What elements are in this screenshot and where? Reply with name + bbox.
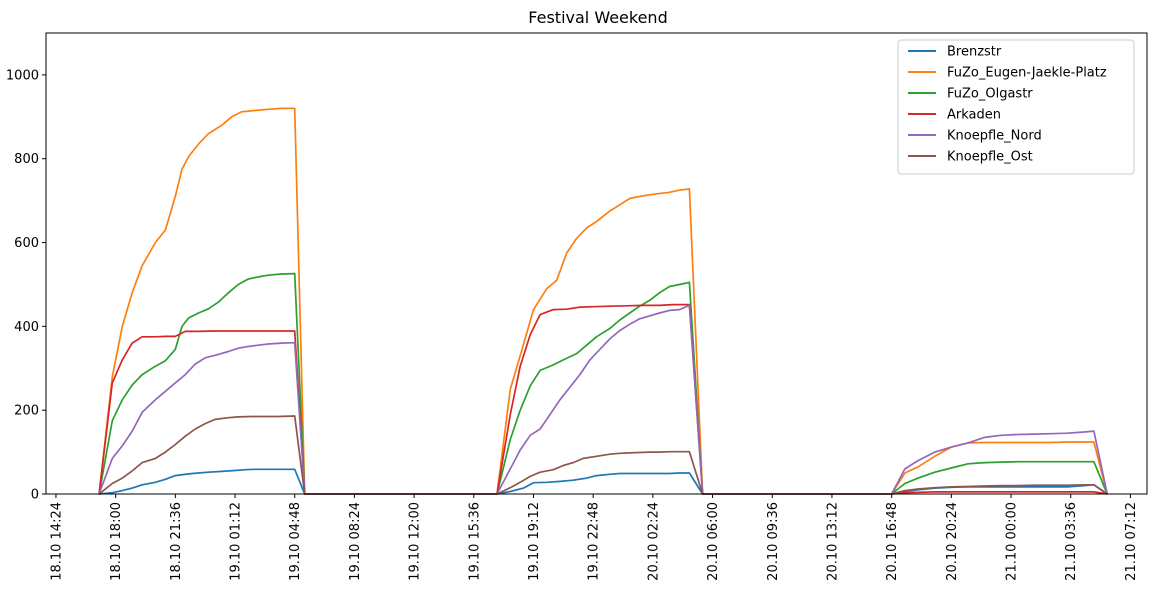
x-tick-label-9: 19.10 22:48 [587,502,602,581]
x-tick-label-17: 21.10 03:36 [1064,502,1079,581]
series-line-3 [98,303,1108,495]
x-tick-label-8: 19.10 19:12 [527,502,542,581]
x-tick-label-11: 20.10 06:00 [706,502,721,581]
y-tick-label-1: 200 [14,404,39,419]
x-tick-label-4: 19.10 04:48 [288,502,303,581]
x-tick-label-0: 18.10 14:24 [49,502,64,581]
legend-label-1: FuZo_Eugen-Jaekle-Platz [947,66,1107,81]
x-tick-label-18: 21.10 07:12 [1124,502,1139,581]
x-tick-label-15: 20.10 20:24 [945,502,960,581]
series-line-5 [98,415,1108,495]
y-tick-label-3: 600 [14,236,39,251]
y-tick-label-0: 0 [31,488,39,503]
y-axis: 0 200 400 600 800 1000 [6,68,46,503]
plot-area-frame [45,32,1148,495]
y-tick-label-5: 1000 [6,68,39,83]
x-tick-label-5: 19.10 08:24 [348,502,363,581]
series-line-4 [98,304,1109,495]
x-tick-label-6: 19.10 12:00 [408,502,423,581]
x-tick-label-7: 19.10 15:36 [467,502,482,581]
legend-label-0: Brenzstr [947,45,1002,60]
x-tick-label-12: 20.10 09:36 [766,502,781,581]
x-tick-label-13: 20.10 13:12 [825,502,840,581]
x-tick-label-3: 19.10 01:12 [229,502,244,581]
series-line-0 [99,468,1108,495]
legend: Brenzstr FuZo_Eugen-Jaekle-Platz FuZo_Olga… [897,39,1135,175]
legend-box [897,39,1135,175]
x-tick-label-16: 21.10 00:00 [1005,502,1020,581]
x-axis: 18.10 14:24 18.10 18:00 18.10 21:36 19.10 0… [49,494,1139,581]
legend-label-2: FuZo_Olgastr [947,87,1033,102]
legend-label-5: Knoepfle_Ost [947,150,1033,165]
legend-label-3: Arkaden [947,108,1001,123]
legend-label-4: Knoepfle_Nord [947,129,1042,144]
series-line-2 [98,272,1108,495]
x-tick-label-2: 18.10 21:36 [169,502,184,581]
chart-title: Festival Weekend [528,8,667,27]
series-layer [98,107,1109,495]
x-tick-label-14: 20.10 16:48 [885,502,900,581]
y-tick-label-4: 800 [14,152,39,167]
y-tick-label-2: 400 [14,320,39,335]
x-tick-label-10: 20.10 02:24 [646,502,661,581]
x-tick-label-1: 18.10 18:00 [109,502,124,581]
